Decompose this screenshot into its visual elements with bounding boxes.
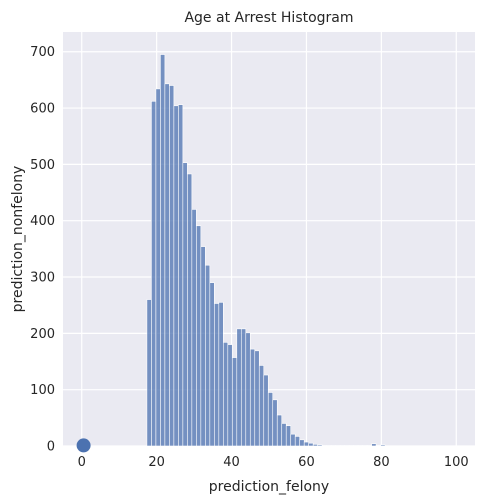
chart-title: Age at Arrest Histogram (184, 10, 353, 26)
histogram-bar (348, 445, 354, 447)
histogram-bar (362, 445, 368, 447)
histogram-bar (155, 88, 161, 447)
y-tick-label: 100 (30, 383, 55, 398)
histogram-bar (299, 439, 305, 447)
histogram-bar (303, 441, 310, 447)
x-tick-labels: 0 20 40 60 80 100 (78, 455, 469, 470)
y-tick-label: 200 (30, 327, 55, 342)
histogram-bar (326, 445, 332, 447)
histogram-bar (214, 303, 220, 447)
histogram-bar (169, 85, 175, 447)
x-axis-label: prediction_felony (209, 479, 329, 495)
histogram-bar (223, 342, 229, 447)
histogram-bar (312, 444, 318, 447)
histogram-bar (200, 246, 206, 447)
histogram-bar (375, 445, 381, 447)
histogram-bar (191, 209, 197, 447)
x-tick-label: 80 (373, 455, 390, 470)
y-tick-label: 700 (30, 45, 55, 60)
histogram-bar (357, 445, 363, 447)
y-axis-label: prediction_nonfelony (10, 166, 26, 313)
histogram-bar (263, 374, 269, 447)
x-tick-label: 0 (78, 455, 86, 470)
histogram-bar (173, 105, 179, 447)
histogram-bar (276, 414, 283, 447)
histogram-bar (353, 445, 359, 447)
histogram-bar (146, 299, 152, 447)
histogram-bar (281, 423, 287, 447)
histogram-bar (267, 392, 274, 447)
scatter-points (76, 438, 91, 453)
histogram-bar (218, 302, 224, 447)
histogram-bar (205, 264, 211, 447)
y-tick-label: 500 (30, 158, 55, 173)
y-tick-labels: 0 100 200 300 400 500 600 700 (30, 45, 55, 454)
histogram-bar (254, 350, 260, 447)
histogram-bar (308, 442, 314, 447)
histogram-bar (272, 399, 278, 447)
histogram-bar (249, 348, 256, 447)
histogram-bar (330, 445, 336, 447)
histogram-bar (164, 83, 170, 447)
histogram-bar (285, 425, 292, 447)
histogram-bar (160, 54, 166, 447)
y-tick-label: 300 (30, 271, 55, 286)
scatter-point (76, 438, 91, 453)
histogram-bar (366, 445, 372, 447)
histogram-bars (146, 54, 386, 447)
histogram-bar (209, 282, 215, 447)
histogram-bar (182, 162, 188, 447)
histogram-bar (339, 445, 345, 447)
histogram-bar (258, 365, 265, 447)
histogram-bar (290, 433, 296, 447)
x-tick-label: 60 (298, 455, 315, 470)
histogram-bar (317, 444, 323, 447)
x-tick-label: 20 (148, 455, 165, 470)
histogram-bar (344, 445, 350, 447)
plot-background (63, 32, 475, 446)
x-tick-label: 100 (444, 455, 469, 470)
histogram-bar (380, 444, 386, 447)
y-tick-label: 400 (30, 214, 55, 229)
histogram-bar (335, 445, 341, 447)
grid-lines (63, 32, 475, 447)
x-tick-label: 40 (223, 455, 240, 470)
histogram-bar (240, 328, 247, 447)
histogram-bar (371, 443, 377, 447)
histogram-bar (196, 225, 202, 447)
histogram-bar (321, 445, 327, 447)
histogram-bar (151, 100, 157, 447)
histogram-bar (178, 104, 184, 447)
histogram-bar (231, 357, 238, 447)
histogram-bar (187, 173, 193, 447)
histogram-bar (245, 332, 251, 447)
histogram-bar (294, 436, 301, 447)
y-tick-label: 0 (47, 440, 55, 455)
histogram-bar (227, 344, 233, 447)
histogram-bar (236, 328, 242, 447)
y-tick-label: 600 (30, 102, 55, 117)
